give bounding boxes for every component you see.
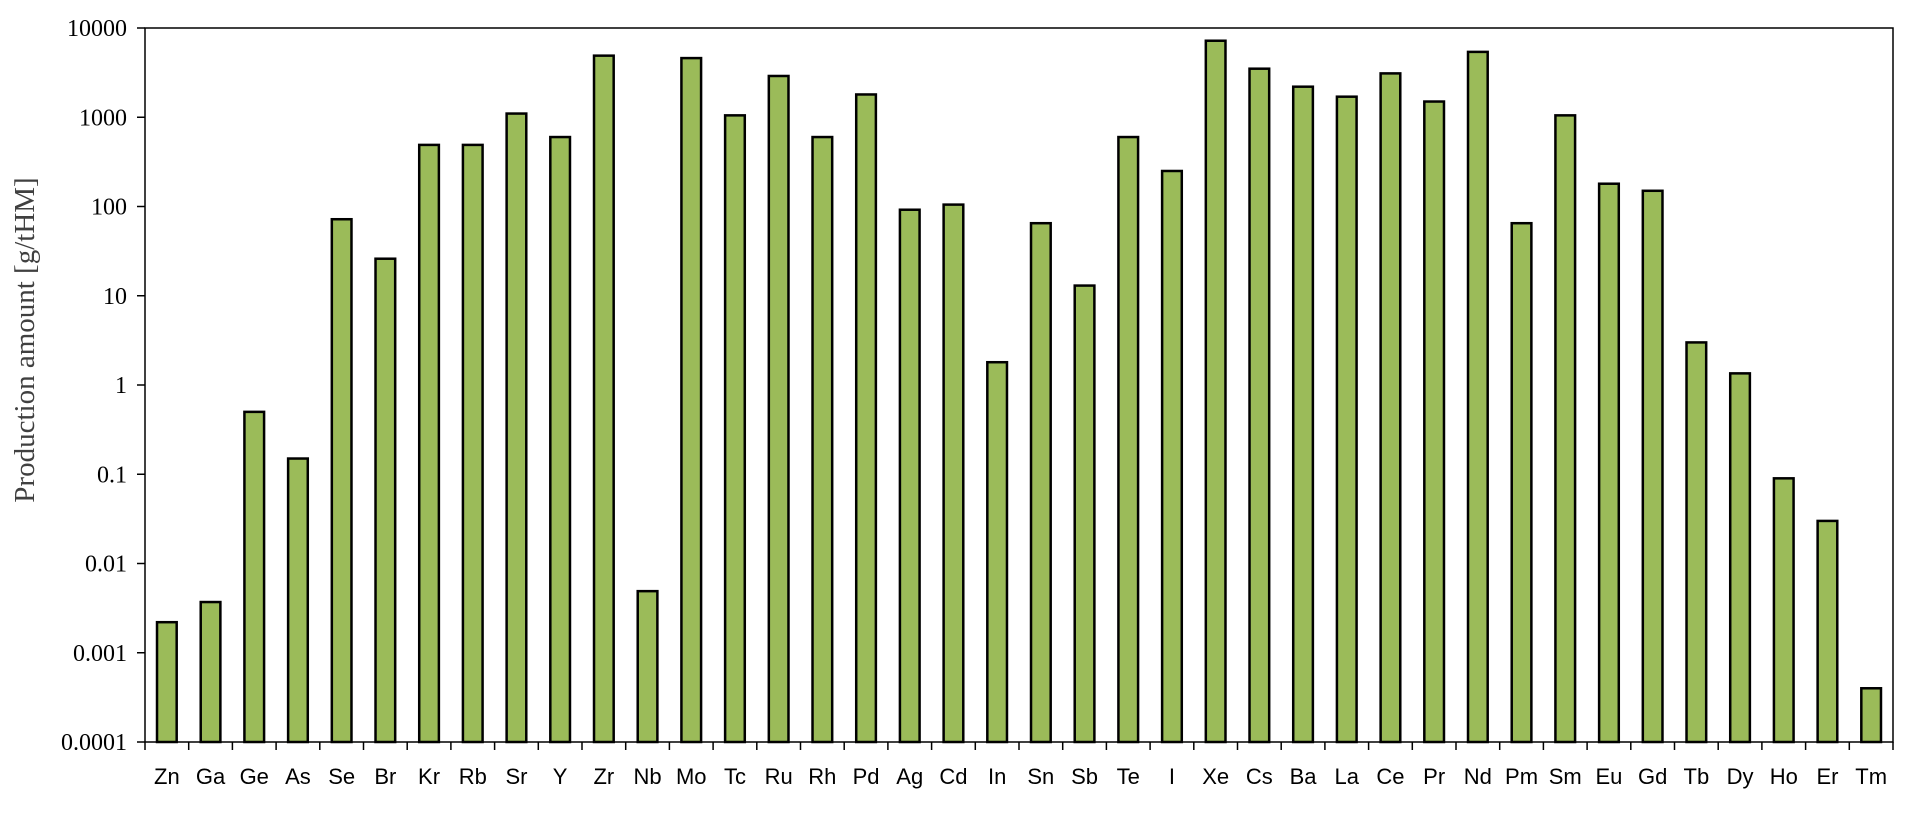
bar-ge [243, 410, 266, 744]
bar-pm [1510, 221, 1533, 744]
x-tick-label-sr: Sr [505, 764, 527, 789]
x-tick-label-nd: Nd [1464, 764, 1492, 789]
x-tick-label-tc: Tc [724, 764, 746, 789]
bar-ho [1772, 477, 1795, 744]
bar-ru [767, 74, 790, 744]
x-tick-label-dy: Dy [1727, 764, 1754, 789]
x-tick-label-pr: Pr [1423, 764, 1445, 789]
bar-rh [811, 135, 834, 744]
bar-mo [680, 56, 703, 744]
y-axis-label: Production amount [g/tHM] [9, 177, 41, 502]
y-axis-ticks: 0.0001 0.001 0.01 0.1 1 10 100 1000 10000 [61, 16, 145, 756]
bar-as [286, 457, 310, 744]
bar-i [1160, 169, 1184, 744]
bar-pr [1423, 100, 1446, 744]
x-tick-label-rb: Rb [459, 764, 487, 789]
y-tick-label: 0.1 [97, 462, 127, 488]
x-tick-label-pd: Pd [853, 764, 880, 789]
x-tick-label-in: In [988, 764, 1006, 789]
x-tick-label-ba: Ba [1290, 764, 1318, 789]
x-tick-label-zn: Zn [154, 764, 180, 789]
y-tick-label: 0.0001 [61, 730, 127, 756]
bar-ga [199, 600, 222, 744]
bar-sm [1554, 114, 1577, 744]
bar-ba [1291, 85, 1315, 744]
bar-ce [1379, 72, 1402, 744]
x-tick-label-xe: Xe [1202, 764, 1229, 789]
x-tick-label-zr: Zr [593, 764, 614, 789]
bar-dy [1728, 372, 1752, 744]
bar-rb [461, 143, 484, 744]
bar-nd [1466, 50, 1489, 744]
bar-xe [1204, 39, 1227, 744]
y-tick-label: 1000 [79, 105, 127, 131]
x-tick-label-rh: Rh [808, 764, 836, 789]
bar-pd [854, 93, 878, 744]
bar-tc [723, 114, 747, 744]
x-tick-label-gd: Gd [1638, 764, 1667, 789]
bar-nb [636, 589, 659, 744]
bar-te [1117, 135, 1140, 744]
x-tick-label-ga: Ga [196, 764, 226, 789]
bar-br [374, 257, 397, 744]
x-tick-label-ce: Ce [1376, 764, 1404, 789]
x-tick-label-pm: Pm [1505, 764, 1538, 789]
y-tick-label: 1 [115, 373, 127, 399]
bar-zn [155, 620, 178, 744]
bar-la [1335, 95, 1358, 744]
y-tick-label: 10000 [67, 16, 127, 42]
x-tick-label-te: Te [1117, 764, 1140, 789]
x-tick-label-cd: Cd [939, 764, 967, 789]
bar-in [986, 360, 1009, 744]
bars [155, 39, 1883, 744]
x-tick-label-tb: Tb [1684, 764, 1710, 789]
x-tick-label-sb: Sb [1071, 764, 1098, 789]
y-tick-label: 0.001 [73, 641, 127, 667]
bar-cs [1248, 67, 1271, 744]
x-tick-label-i: I [1169, 764, 1175, 789]
x-tick-label-kr: Kr [418, 764, 440, 789]
bar-er [1816, 519, 1839, 744]
x-tick-label-er: Er [1816, 764, 1838, 789]
x-tick-label-ho: Ho [1770, 764, 1798, 789]
x-tick-label-sm: Sm [1549, 764, 1582, 789]
bar-sb [1073, 284, 1096, 744]
bar-gd [1641, 189, 1664, 744]
x-tick-label-as: As [285, 764, 311, 789]
bar-sn [1029, 221, 1052, 744]
x-tick-label-la: La [1335, 764, 1360, 789]
y-tick-label: 100 [91, 195, 127, 221]
bar-y [549, 135, 572, 744]
bar-tm [1860, 687, 1883, 744]
bar-sr [505, 112, 528, 744]
y-tick-label: 10 [103, 284, 127, 310]
x-tick-label-ag: Ag [896, 764, 923, 789]
x-tick-label-ge: Ge [240, 764, 269, 789]
x-tick-label-se: Se [328, 764, 355, 789]
bar-tb [1685, 341, 1708, 744]
bar-eu [1597, 182, 1621, 744]
bar-se [330, 217, 353, 744]
x-tick-label-br: Br [374, 764, 396, 789]
bar-kr [417, 143, 441, 744]
x-tick-label-tm: Tm [1855, 764, 1887, 789]
bar-ag [898, 208, 921, 744]
x-tick-label-ru: Ru [765, 764, 793, 789]
plot-area-frame [144, 27, 1894, 743]
y-tick-label: 0.01 [85, 552, 127, 578]
x-tick-label-y: Y [553, 764, 568, 789]
x-tick-label-mo: Mo [676, 764, 707, 789]
x-tick-label-eu: Eu [1595, 764, 1622, 789]
bar-zr [592, 54, 615, 744]
x-tick-label-cs: Cs [1246, 764, 1273, 789]
bar-cd [942, 203, 965, 744]
x-tick-label-nb: Nb [633, 764, 661, 789]
x-axis-ticks: Zn Ga Ge As Se Br Kr Rb Sr Y Zr Nb Mo Tc Ru Rh Pd Ag Cd In S… [144, 742, 1894, 789]
x-tick-label-sn: Sn [1027, 764, 1054, 789]
